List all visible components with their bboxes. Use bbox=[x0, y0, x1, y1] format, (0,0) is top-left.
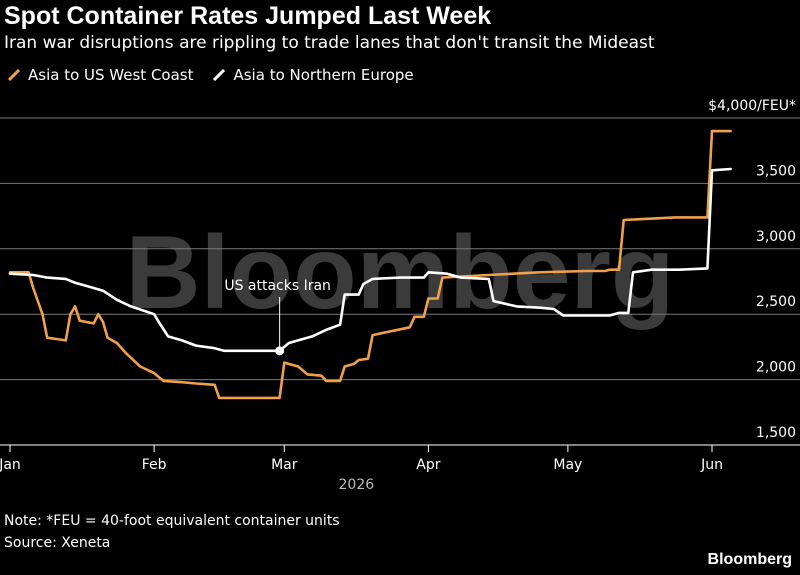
x-tick-label: Mar bbox=[271, 457, 298, 473]
legend-label-asia-europe: Asia to Northern Europe bbox=[233, 66, 414, 84]
x-tick-label: Apr bbox=[416, 457, 440, 473]
legend-item-asia-us: Asia to US West Coast bbox=[8, 66, 193, 84]
legend-swatch-asia-us bbox=[8, 69, 20, 81]
x-tick-label: Feb bbox=[142, 457, 167, 473]
bloomberg-logo: Bloomberg bbox=[707, 551, 792, 568]
y-tick-label: 2,500 bbox=[756, 294, 796, 310]
annotation-label: US attacks Iran bbox=[224, 278, 331, 294]
y-tick-label: 1,500 bbox=[756, 425, 796, 441]
chart-title: Spot Container Rates Jumped Last Week bbox=[4, 2, 492, 30]
y-unit-label: $4,000/FEU* bbox=[708, 98, 796, 114]
y-tick-label: 3,500 bbox=[756, 163, 796, 179]
x-tick-label: Jun bbox=[700, 457, 723, 473]
legend-label-asia-us: Asia to US West Coast bbox=[28, 66, 194, 84]
x-tick-label: May bbox=[553, 457, 582, 473]
x-year-label: 2026 bbox=[339, 477, 375, 493]
y-tick-label: 3,000 bbox=[756, 229, 796, 245]
series-line-asia-europe bbox=[8, 167, 732, 353]
chart-subtitle: Iran war disruptions are rippling to tra… bbox=[4, 33, 655, 53]
x-tick-label: Jan bbox=[0, 457, 21, 473]
bloomberg-watermark: Bloomberg bbox=[126, 215, 675, 331]
y-tick-label: 2,000 bbox=[756, 360, 796, 376]
series-line-asia-us bbox=[8, 129, 732, 400]
annotation-marker bbox=[275, 346, 285, 356]
legend-item-asia-europe: Asia to Northern Europe bbox=[213, 66, 414, 84]
legend: Asia to US West Coast Asia to Northern E… bbox=[8, 66, 434, 84]
footer-source: Source: Xeneta bbox=[4, 535, 111, 551]
legend-swatch-asia-europe bbox=[213, 69, 226, 81]
footer-note: Note: *FEU = 40-foot equivalent containe… bbox=[4, 513, 340, 529]
